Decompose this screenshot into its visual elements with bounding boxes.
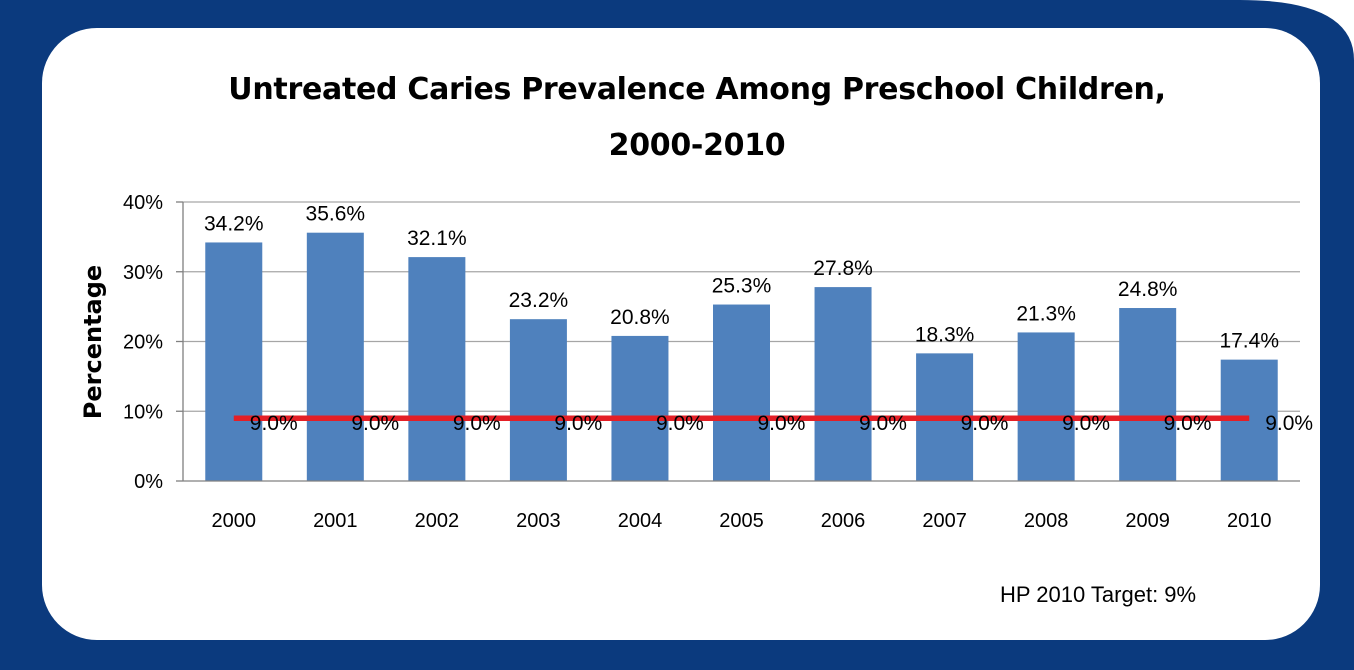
bar: [1119, 308, 1177, 481]
bar-value-label: 32.1%: [407, 227, 467, 250]
bars: [205, 232, 1278, 481]
target-value-label: 9.0%: [453, 412, 501, 435]
target-value-label: 9.0%: [1265, 412, 1313, 435]
x-tick-label: 2002: [415, 510, 460, 532]
bar-value-label: 17.4%: [1219, 330, 1279, 353]
y-tick-label: 40%: [123, 192, 163, 214]
target-value-label: 9.0%: [859, 412, 907, 435]
x-tick-label: 2000: [212, 510, 257, 532]
x-tick-label: 2007: [922, 510, 967, 532]
target-value-label: 9.0%: [656, 412, 704, 435]
bar-value-label: 24.8%: [1118, 278, 1178, 301]
frame-inner-panel: [42, 28, 1320, 640]
bar: [713, 304, 770, 481]
target-value-label: 9.0%: [961, 412, 1009, 435]
x-tick-label: 2010: [1227, 510, 1272, 532]
bar-value-label: 23.2%: [509, 289, 569, 312]
chart-title: Untreated Caries Prevalence Among Presch…: [228, 72, 1166, 107]
bar: [306, 232, 364, 481]
x-tick-label: 2008: [1024, 510, 1069, 532]
axes: 0% 10% 20% 30% 40% 2000 2001 2002 2003 2004 2005 20…: [123, 192, 1300, 532]
bar: [814, 287, 872, 481]
bar: [1017, 332, 1075, 481]
bar-value-label: 35.6%: [306, 203, 366, 226]
bar-value-label: 27.8%: [813, 257, 873, 280]
data-labels: 34.2% 35.6% 32.1% 23.2% 20.8% 25.3% 27.8% 18.3%…: [204, 203, 1313, 436]
x-tick-label: 2006: [821, 510, 866, 532]
x-tick-label: 2001: [313, 510, 358, 532]
bar-value-label: 21.3%: [1016, 302, 1076, 325]
y-tick-label: 20%: [123, 332, 163, 354]
target-value-label: 9.0%: [1062, 412, 1110, 435]
y-tick-label: 10%: [123, 401, 163, 423]
bar-value-label: 20.8%: [610, 306, 670, 329]
target-value-label: 9.0%: [250, 412, 298, 435]
target-value-label: 9.0%: [351, 412, 399, 435]
x-tick-label: 2009: [1125, 510, 1170, 532]
x-tick-label: 2004: [618, 510, 663, 532]
x-tick-label: 2003: [516, 510, 561, 532]
target-footnote: HP 2010 Target: 9%: [1000, 582, 1197, 607]
target-value-label: 9.0%: [758, 412, 806, 435]
bar: [408, 257, 466, 481]
bar: [205, 242, 263, 481]
y-axis-label: Percentage: [79, 265, 107, 419]
y-tick-label: 30%: [123, 262, 163, 284]
bar: [509, 319, 567, 481]
target-value-label: 9.0%: [1164, 412, 1212, 435]
bar-value-label: 18.3%: [915, 323, 975, 346]
bar-value-label: 34.2%: [204, 212, 264, 235]
x-tick-label: 2005: [719, 510, 764, 532]
bar-value-label: 25.3%: [712, 275, 772, 298]
chart-title-years: 2000-2010: [608, 128, 786, 163]
y-tick-label: 0%: [134, 471, 163, 493]
target-value-label: 9.0%: [554, 412, 602, 435]
bar: [611, 335, 669, 481]
